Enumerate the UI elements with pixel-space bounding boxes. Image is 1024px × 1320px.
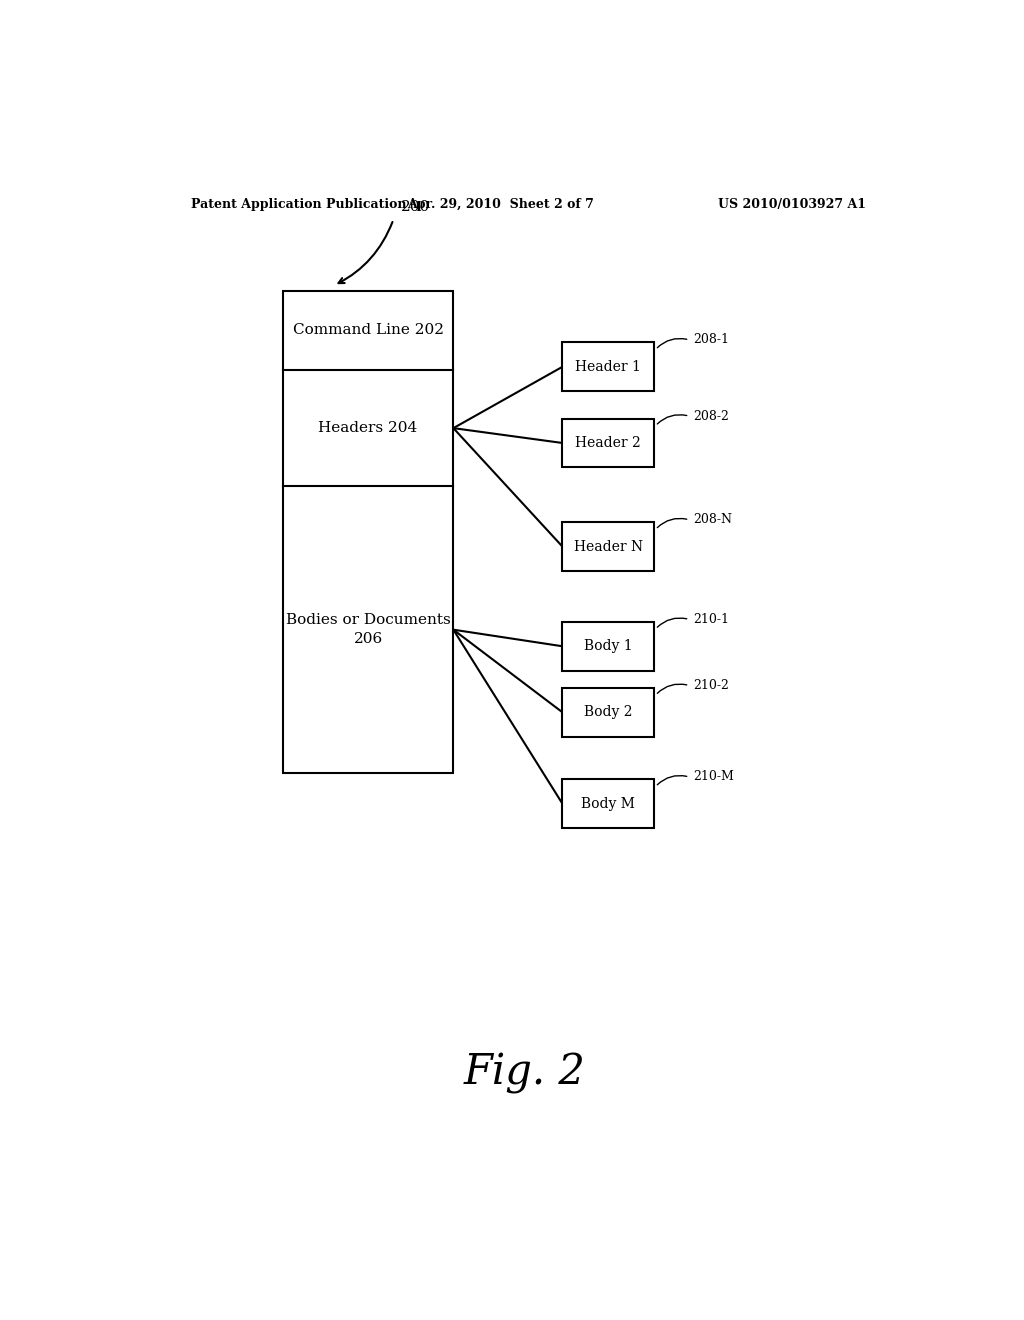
Text: Header 1: Header 1 <box>575 360 641 374</box>
Text: 208-N: 208-N <box>693 513 732 527</box>
Text: Fig. 2: Fig. 2 <box>464 1052 586 1094</box>
Text: Body M: Body M <box>582 797 635 810</box>
Bar <box>562 622 653 671</box>
Text: 208-1: 208-1 <box>693 334 729 346</box>
Text: 200: 200 <box>401 201 431 214</box>
Bar <box>283 290 454 774</box>
Text: Headers 204: Headers 204 <box>318 421 418 436</box>
Text: 210-1: 210-1 <box>693 612 729 626</box>
Bar <box>562 779 653 828</box>
Text: Apr. 29, 2010  Sheet 2 of 7: Apr. 29, 2010 Sheet 2 of 7 <box>408 198 594 211</box>
Bar <box>562 342 653 391</box>
Text: 210-M: 210-M <box>693 771 734 784</box>
Text: Header N: Header N <box>573 540 643 553</box>
Text: Command Line 202: Command Line 202 <box>293 323 443 338</box>
Bar <box>562 688 653 737</box>
Text: 208-2: 208-2 <box>693 409 729 422</box>
Text: Body 2: Body 2 <box>584 705 633 719</box>
Text: 210-2: 210-2 <box>693 678 729 692</box>
Bar <box>562 418 653 467</box>
Text: Bodies or Documents
206: Bodies or Documents 206 <box>286 614 451 645</box>
Text: US 2010/0103927 A1: US 2010/0103927 A1 <box>718 198 866 211</box>
Bar <box>562 523 653 572</box>
Text: Header 2: Header 2 <box>575 436 641 450</box>
Text: Patent Application Publication: Patent Application Publication <box>191 198 407 211</box>
Text: Body 1: Body 1 <box>584 639 633 653</box>
